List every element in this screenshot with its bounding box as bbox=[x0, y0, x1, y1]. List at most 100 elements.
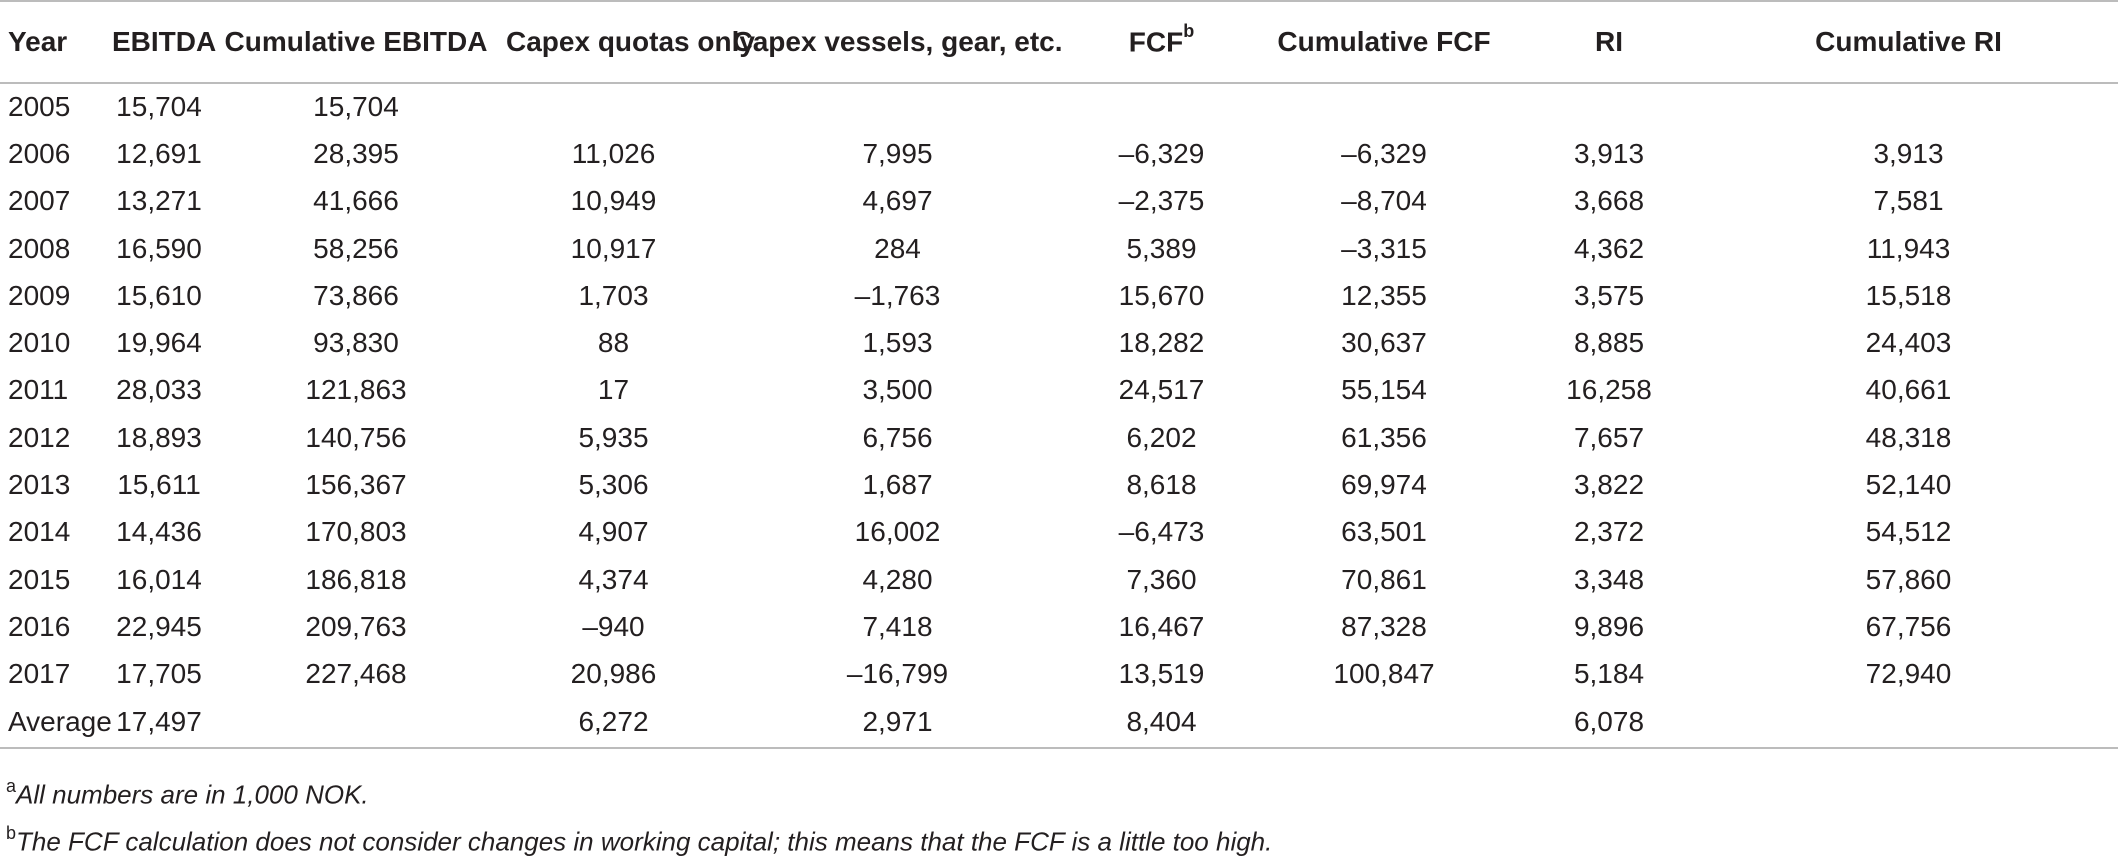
column-header: Cumulative RI bbox=[1699, 0, 2118, 84]
table-cell: 12,355 bbox=[1341, 279, 1427, 311]
table-cell: 18,893 bbox=[116, 421, 202, 453]
table-cell: 15,670 bbox=[1118, 279, 1205, 311]
table-cell: 16,258 bbox=[1566, 374, 1652, 406]
table-cell: 28,033 bbox=[116, 374, 202, 406]
table-cell: 121,863 bbox=[305, 374, 407, 406]
table-cell: 209,763 bbox=[305, 610, 407, 642]
table-cell: 11,026 bbox=[571, 137, 656, 169]
table-cell: –6,473 bbox=[1118, 516, 1205, 548]
table-cell: 5,184 bbox=[1573, 658, 1645, 690]
table-cell: 227,468 bbox=[305, 658, 407, 690]
table-cell: 11,943 bbox=[1866, 232, 1951, 264]
table-cell: 4,280 bbox=[862, 563, 933, 595]
row-label-cell: 2005 bbox=[8, 91, 71, 123]
table-cell: 3,668 bbox=[1573, 185, 1645, 217]
column-header-label: RI bbox=[1595, 26, 1623, 57]
row-label-cell: 2008 bbox=[8, 232, 71, 264]
table-cell: 4,697 bbox=[862, 185, 933, 217]
table-cell: 73,866 bbox=[313, 279, 399, 311]
table-cell: –8,704 bbox=[1341, 185, 1427, 217]
table-cell: 16,590 bbox=[116, 232, 202, 264]
table-cell: 284 bbox=[874, 232, 921, 264]
column-header-label: FCF bbox=[1128, 26, 1184, 58]
table-cell: 6,756 bbox=[862, 421, 933, 453]
table-cell: 70,861 bbox=[1341, 563, 1427, 595]
table-cell: 7,995 bbox=[862, 137, 933, 169]
table-cell: 30,637 bbox=[1341, 327, 1427, 359]
table-cell: 156,367 bbox=[305, 469, 407, 501]
table-cell: –1,763 bbox=[854, 279, 941, 311]
row-label-cell: 2011 bbox=[8, 374, 69, 406]
row-label-cell: 2013 bbox=[8, 469, 71, 501]
table-cell: –2,375 bbox=[1118, 185, 1205, 217]
table-cell: 41,666 bbox=[313, 185, 399, 217]
table-cell: 1,593 bbox=[862, 327, 933, 359]
table-cell: 93,830 bbox=[313, 327, 399, 359]
table-cell: 7,581 bbox=[1873, 185, 1944, 217]
table-cell: 87,328 bbox=[1341, 610, 1427, 642]
table-cell: 3,913 bbox=[1873, 137, 1944, 169]
table-cell: 3,822 bbox=[1573, 469, 1645, 501]
table-row: 2006 12,691 28,395 11,026 7,995 –6,329 –6,329 3… bbox=[0, 130, 2118, 177]
table-cell: 10,917 bbox=[570, 232, 657, 264]
table-row: 2014 14,436 170,803 4,907 16,002 –6,473 63,501… bbox=[0, 509, 2118, 556]
table-cell: 16,014 bbox=[116, 563, 202, 595]
table-cell: 52,140 bbox=[1865, 469, 1952, 501]
table-cell: 15,518 bbox=[1865, 279, 1952, 311]
table-cell: 2,372 bbox=[1573, 516, 1645, 548]
table-cell: 7,418 bbox=[862, 610, 933, 642]
row-label-cell: 2017 bbox=[8, 658, 71, 690]
table-cell: 9,896 bbox=[1573, 610, 1645, 642]
table-cell: 170,803 bbox=[305, 516, 407, 548]
table-cell bbox=[1074, 83, 1249, 130]
footnote-text: The FCF calculation does not consider ch… bbox=[16, 826, 1273, 857]
table-row: 2013 15,611 156,367 5,306 1,687 8,618 69,974 3,… bbox=[0, 461, 2118, 508]
column-header: Capex quotas only bbox=[506, 0, 755, 84]
table-cell: 67,756 bbox=[1865, 610, 1952, 642]
table-body: 2005 15,704 15,704 2006 12,691 28,395 11,026 7,… bbox=[0, 83, 2118, 749]
table-cell bbox=[721, 83, 1074, 130]
row-label-cell: 2014 bbox=[8, 516, 71, 548]
table-cell bbox=[1519, 83, 1699, 130]
column-header: EBITDA bbox=[112, 0, 216, 84]
table-cell: 61,356 bbox=[1341, 421, 1427, 453]
table-cell: 58,256 bbox=[313, 232, 399, 264]
table-cell: 15,704 bbox=[313, 91, 399, 123]
table-cell: –6,329 bbox=[1118, 137, 1205, 169]
column-header: Year bbox=[0, 0, 112, 84]
average-row: Average 17,497 6,272 2,971 8,404 6,078 bbox=[0, 697, 2118, 749]
column-header-label: Capex quotas only bbox=[506, 26, 755, 57]
table-cell: 15,610 bbox=[116, 279, 202, 311]
table-cell bbox=[1249, 697, 1519, 749]
table-cell: 7,657 bbox=[1573, 421, 1645, 453]
table-row: 2011 28,033 121,863 17 3,500 24,517 55,154 16,2… bbox=[0, 367, 2118, 414]
table-cell: 5,389 bbox=[1126, 232, 1197, 264]
financial-table: Year EBITDA Cumulative EBITDA Capex quotas … bbox=[0, 0, 2118, 749]
table-cell: 4,362 bbox=[1573, 232, 1645, 264]
table-row: 2016 22,945 209,763 –940 7,418 16,467 87,328 9,… bbox=[0, 603, 2118, 650]
table-header: Year EBITDA Cumulative EBITDA Capex quotas … bbox=[0, 0, 2118, 84]
footnotes: aAll numbers are in 1,000 NOK. bThe FCF c… bbox=[6, 768, 1272, 861]
table-cell: 4,907 bbox=[578, 516, 649, 548]
row-label-cell: 2015 bbox=[8, 563, 71, 595]
table-cell: 88 bbox=[597, 327, 630, 359]
table-cell: 69,974 bbox=[1341, 469, 1427, 501]
table-row: 2009 15,610 73,866 1,703 –1,763 15,670 12,355 3… bbox=[0, 272, 2118, 319]
table-row: 2010 19,964 93,830 88 1,593 18,282 30,637 8,885… bbox=[0, 319, 2118, 366]
table-cell: –3,315 bbox=[1341, 232, 1427, 264]
table-row: 2012 18,893 140,756 5,935 6,756 6,202 61,356 7,… bbox=[0, 414, 2118, 461]
table-cell: 28,395 bbox=[313, 137, 399, 169]
table-cell: –6,329 bbox=[1341, 137, 1427, 169]
table-cell: 15,704 bbox=[116, 91, 202, 123]
table-row: 2015 16,014 186,818 4,374 4,280 7,360 70,861 3,… bbox=[0, 556, 2118, 603]
table-cell: 54,512 bbox=[1865, 516, 1952, 548]
footnote-marker: a bbox=[6, 776, 17, 796]
table-cell bbox=[1699, 697, 2118, 749]
table-row: 2008 16,590 58,256 10,917 284 5,389 –3,315 4,36… bbox=[0, 225, 2118, 272]
table-cell: 63,501 bbox=[1341, 516, 1427, 548]
row-label-cell: 2007 bbox=[8, 185, 71, 217]
footnote-text: All numbers are in 1,000 NOK. bbox=[16, 779, 369, 810]
column-header-label: Cumulative EBITDA bbox=[224, 26, 488, 57]
table-cell: 6,078 bbox=[1519, 697, 1699, 749]
